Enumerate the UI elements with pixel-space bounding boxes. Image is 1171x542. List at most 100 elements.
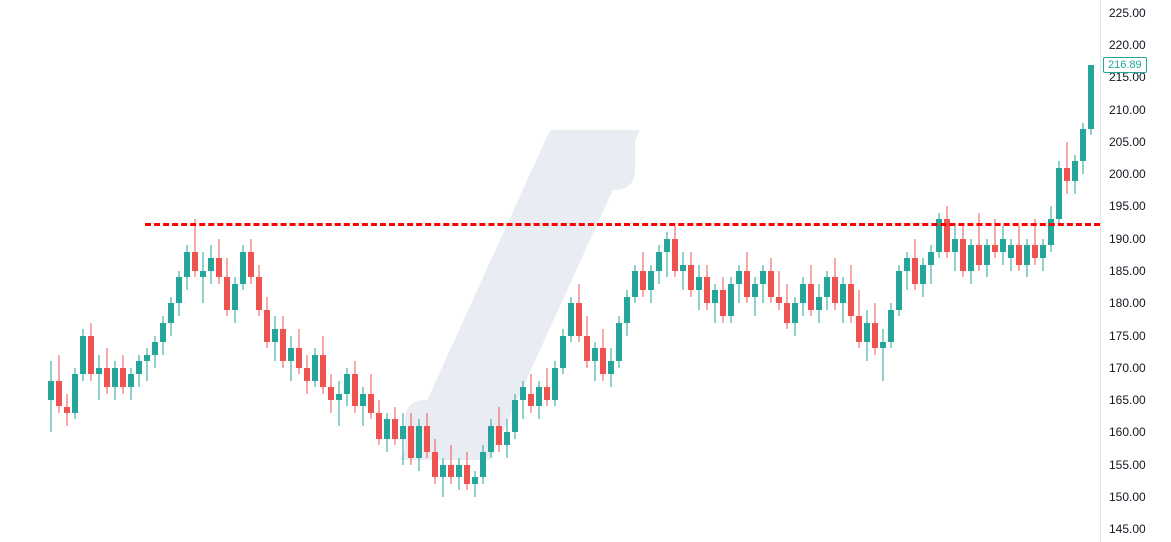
- candle[interactable]: [424, 0, 430, 542]
- candle[interactable]: [416, 0, 422, 542]
- resistance-line[interactable]: [145, 223, 1100, 226]
- candle[interactable]: [576, 0, 582, 542]
- candle[interactable]: [256, 0, 262, 542]
- candle[interactable]: [696, 0, 702, 542]
- candle[interactable]: [48, 0, 54, 542]
- candle[interactable]: [776, 0, 782, 542]
- candle[interactable]: [648, 0, 654, 542]
- candle[interactable]: [1064, 0, 1070, 542]
- candle[interactable]: [592, 0, 598, 542]
- candle[interactable]: [624, 0, 630, 542]
- candle[interactable]: [376, 0, 382, 542]
- candle[interactable]: [64, 0, 70, 542]
- candle[interactable]: [320, 0, 326, 542]
- candle[interactable]: [888, 0, 894, 542]
- candle[interactable]: [168, 0, 174, 542]
- candle[interactable]: [80, 0, 86, 542]
- candle[interactable]: [992, 0, 998, 542]
- candle[interactable]: [368, 0, 374, 542]
- candle[interactable]: [480, 0, 486, 542]
- candle[interactable]: [504, 0, 510, 542]
- candle[interactable]: [136, 0, 142, 542]
- candle[interactable]: [976, 0, 982, 542]
- candlestick-chart[interactable]: [0, 0, 1100, 542]
- candle[interactable]: [112, 0, 118, 542]
- candle[interactable]: [200, 0, 206, 542]
- candle[interactable]: [792, 0, 798, 542]
- candle[interactable]: [824, 0, 830, 542]
- candle[interactable]: [928, 0, 934, 542]
- candle[interactable]: [216, 0, 222, 542]
- candle[interactable]: [1056, 0, 1062, 542]
- candle[interactable]: [672, 0, 678, 542]
- candle[interactable]: [1032, 0, 1038, 542]
- candle[interactable]: [336, 0, 342, 542]
- candle[interactable]: [176, 0, 182, 542]
- candle[interactable]: [936, 0, 942, 542]
- candle[interactable]: [384, 0, 390, 542]
- candle[interactable]: [224, 0, 230, 542]
- candle[interactable]: [312, 0, 318, 542]
- candle[interactable]: [752, 0, 758, 542]
- candle[interactable]: [904, 0, 910, 542]
- candle[interactable]: [520, 0, 526, 542]
- candle[interactable]: [440, 0, 446, 542]
- candle[interactable]: [632, 0, 638, 542]
- candle[interactable]: [872, 0, 878, 542]
- candle[interactable]: [848, 0, 854, 542]
- candle[interactable]: [240, 0, 246, 542]
- candle[interactable]: [304, 0, 310, 542]
- candle[interactable]: [72, 0, 78, 542]
- candle[interactable]: [152, 0, 158, 542]
- candle[interactable]: [712, 0, 718, 542]
- candle[interactable]: [400, 0, 406, 542]
- candle[interactable]: [472, 0, 478, 542]
- candle[interactable]: [816, 0, 822, 542]
- candle[interactable]: [352, 0, 358, 542]
- candle[interactable]: [760, 0, 766, 542]
- candle[interactable]: [880, 0, 886, 542]
- candle[interactable]: [232, 0, 238, 542]
- candle[interactable]: [448, 0, 454, 542]
- candle[interactable]: [664, 0, 670, 542]
- candle[interactable]: [496, 0, 502, 542]
- candle[interactable]: [856, 0, 862, 542]
- candle[interactable]: [1088, 0, 1094, 542]
- candle[interactable]: [800, 0, 806, 542]
- candle[interactable]: [1008, 0, 1014, 542]
- candle[interactable]: [728, 0, 734, 542]
- candle[interactable]: [1048, 0, 1054, 542]
- candle[interactable]: [560, 0, 566, 542]
- candle[interactable]: [784, 0, 790, 542]
- candle[interactable]: [768, 0, 774, 542]
- candle[interactable]: [720, 0, 726, 542]
- candle[interactable]: [840, 0, 846, 542]
- candle[interactable]: [96, 0, 102, 542]
- candle[interactable]: [272, 0, 278, 542]
- candle[interactable]: [328, 0, 334, 542]
- candle[interactable]: [344, 0, 350, 542]
- candle[interactable]: [360, 0, 366, 542]
- candle[interactable]: [616, 0, 622, 542]
- candle[interactable]: [920, 0, 926, 542]
- candle[interactable]: [1080, 0, 1086, 542]
- candle[interactable]: [832, 0, 838, 542]
- candle[interactable]: [680, 0, 686, 542]
- candle[interactable]: [408, 0, 414, 542]
- candle[interactable]: [288, 0, 294, 542]
- candle[interactable]: [160, 0, 166, 542]
- candle[interactable]: [864, 0, 870, 542]
- candle[interactable]: [56, 0, 62, 542]
- candle[interactable]: [208, 0, 214, 542]
- candle[interactable]: [600, 0, 606, 542]
- candle[interactable]: [88, 0, 94, 542]
- candle[interactable]: [464, 0, 470, 542]
- candle[interactable]: [184, 0, 190, 542]
- candle[interactable]: [1040, 0, 1046, 542]
- candle[interactable]: [656, 0, 662, 542]
- candle[interactable]: [744, 0, 750, 542]
- candle[interactable]: [960, 0, 966, 542]
- candle[interactable]: [896, 0, 902, 542]
- candle[interactable]: [392, 0, 398, 542]
- candle[interactable]: [808, 0, 814, 542]
